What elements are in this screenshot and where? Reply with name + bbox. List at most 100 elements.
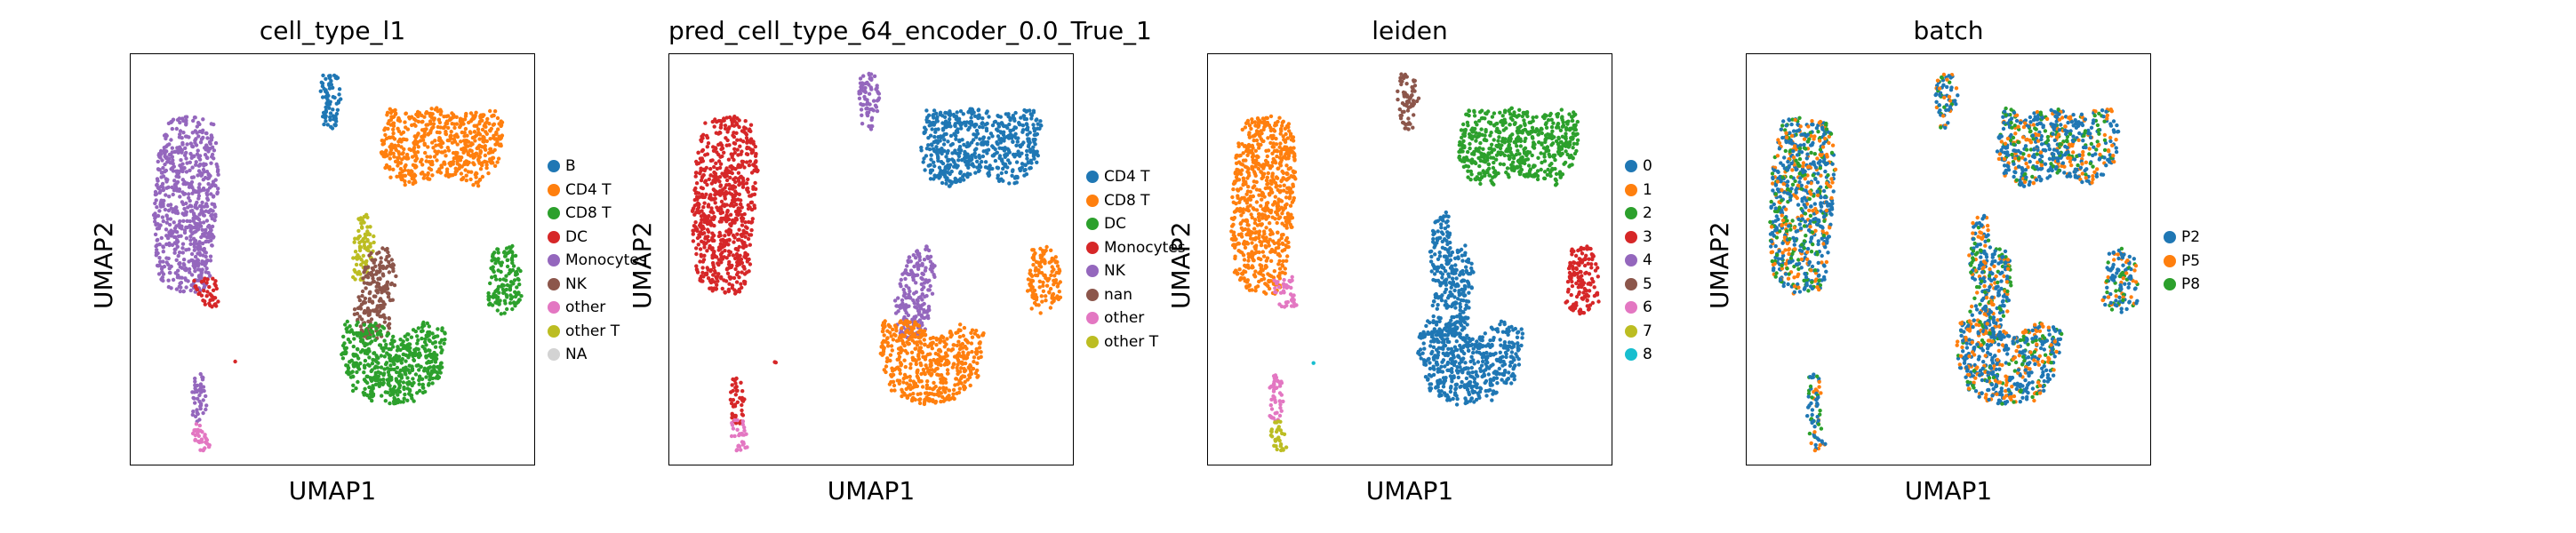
point [174, 287, 180, 291]
point [201, 117, 205, 122]
point [203, 153, 208, 157]
point [185, 161, 189, 165]
point [182, 230, 188, 235]
point [205, 136, 210, 140]
point [211, 209, 215, 213]
point [206, 225, 211, 229]
point [322, 86, 326, 91]
point [328, 117, 332, 123]
point [205, 277, 210, 282]
point [161, 259, 165, 264]
point [169, 264, 173, 269]
point [462, 131, 467, 135]
point [392, 137, 397, 141]
point [184, 236, 189, 241]
point [428, 122, 433, 126]
point [484, 165, 489, 171]
point [161, 165, 165, 171]
point [429, 107, 434, 111]
point [193, 269, 197, 274]
point [200, 241, 205, 246]
point [187, 135, 191, 139]
point [459, 171, 464, 176]
cluster-b [318, 73, 343, 131]
point [388, 147, 394, 152]
point [197, 203, 203, 209]
point [161, 244, 165, 249]
point [396, 129, 402, 133]
point [412, 140, 416, 145]
point [444, 114, 449, 119]
point [196, 169, 202, 173]
point [388, 143, 394, 148]
point [180, 242, 186, 246]
point [428, 155, 433, 159]
point [442, 160, 446, 164]
point [178, 225, 182, 230]
point [197, 187, 202, 193]
point [155, 182, 159, 187]
point [155, 177, 160, 181]
point [157, 209, 162, 213]
point [204, 227, 208, 232]
point [156, 213, 161, 219]
point [178, 129, 183, 133]
point [200, 200, 204, 205]
point [208, 173, 212, 179]
point [207, 140, 212, 145]
point [167, 241, 172, 246]
point [332, 117, 336, 122]
point [388, 135, 393, 140]
point [470, 116, 475, 122]
point [331, 85, 335, 90]
point [177, 284, 181, 289]
point [468, 111, 474, 115]
point [172, 179, 177, 183]
point [163, 169, 167, 174]
point [464, 111, 468, 116]
point [212, 282, 217, 286]
point [184, 170, 189, 174]
point [187, 195, 191, 200]
point [198, 252, 203, 258]
point [396, 139, 401, 144]
point [172, 251, 177, 255]
point [201, 167, 206, 172]
point [204, 239, 209, 243]
point [168, 270, 172, 275]
point [473, 113, 477, 118]
point [420, 120, 424, 124]
point [213, 140, 219, 146]
point [202, 246, 206, 251]
point [193, 225, 197, 230]
point [413, 123, 418, 128]
point [170, 119, 174, 123]
point [178, 120, 182, 125]
point [196, 291, 201, 297]
point [197, 129, 203, 134]
point [422, 127, 427, 132]
point [158, 188, 163, 194]
point [452, 156, 456, 161]
point [432, 116, 436, 121]
point [199, 235, 204, 240]
point [396, 155, 400, 160]
point [396, 143, 401, 147]
point [474, 110, 478, 115]
point [391, 167, 396, 171]
point [157, 256, 162, 260]
point [213, 178, 218, 182]
point [172, 149, 177, 155]
point [436, 138, 442, 143]
point [388, 156, 392, 161]
point [180, 136, 184, 140]
point [480, 127, 485, 132]
point [331, 114, 336, 118]
point [184, 248, 188, 252]
point [337, 92, 341, 97]
point [328, 111, 333, 115]
point [322, 122, 326, 127]
point [163, 154, 167, 159]
point [178, 265, 182, 269]
point [172, 229, 178, 234]
